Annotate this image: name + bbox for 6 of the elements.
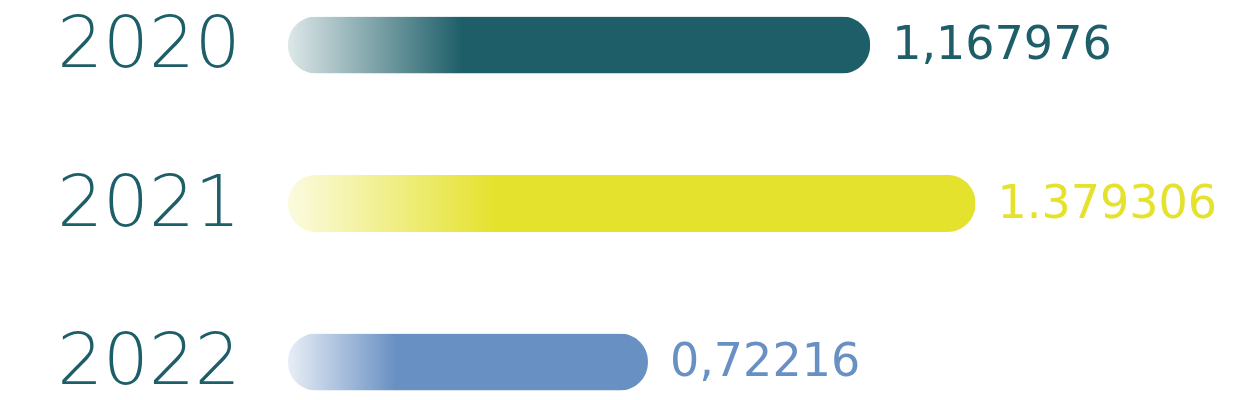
- data-label: 0,72216: [669, 332, 861, 387]
- y-tick-label: 2020: [57, 0, 241, 85]
- y-tick-label: 2022: [57, 316, 241, 400]
- data-label: 1.379306: [997, 174, 1218, 229]
- data-label: 1,167976: [892, 16, 1112, 71]
- y-tick-label: 2021: [57, 158, 241, 243]
